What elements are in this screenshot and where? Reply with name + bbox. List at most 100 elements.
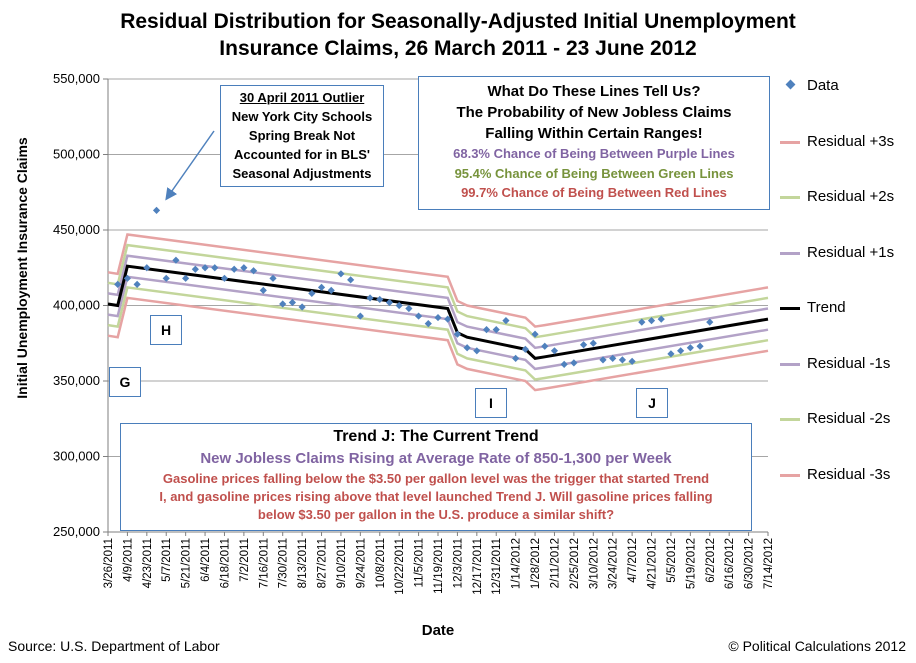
- data-point: [230, 265, 238, 273]
- residual-plus-1s-line: [107, 254, 769, 350]
- x-tick-label: 9/24/2011: [355, 538, 367, 588]
- x-tick-label: 8/27/2011: [317, 538, 329, 588]
- residual-minus-1s-line: [107, 275, 769, 371]
- data-point: [298, 303, 306, 311]
- residual-plus-3s-line: [107, 233, 769, 328]
- data-point: [599, 356, 607, 364]
- data-point: [191, 265, 199, 273]
- data-point: [521, 345, 529, 353]
- trend-heading: Trend J: The Current Trend: [333, 428, 539, 445]
- trend-body-line: I, and gasoline prices rising above that…: [159, 489, 713, 504]
- data-point: [473, 347, 481, 355]
- x-tick-label: 4/7/2012: [627, 538, 639, 583]
- x-tick-label: 6/2/2012: [705, 538, 717, 583]
- x-tick-label: 10/22/2011: [394, 538, 406, 595]
- legend-item-data: Data: [780, 75, 916, 97]
- data-point: [696, 342, 704, 350]
- y-tick-label: 450,000: [53, 222, 100, 237]
- segment-label-h: H: [150, 315, 182, 345]
- data-point: [453, 330, 462, 338]
- data-point: [269, 274, 277, 282]
- x-tick-label: 5/5/2012: [666, 538, 678, 583]
- x-tick-label: 5/21/2011: [181, 538, 193, 588]
- data-point: [376, 295, 384, 304]
- data-point: [317, 283, 326, 291]
- x-tick-label: 12/31/2011: [491, 538, 503, 595]
- x-tick-label: 4/23/2011: [142, 538, 154, 588]
- x-tick-label: 3/10/2012: [588, 538, 600, 589]
- data-point: [638, 318, 646, 326]
- line-swatch-icon: [780, 252, 800, 255]
- data-point: [220, 274, 229, 282]
- data-point: [152, 206, 161, 214]
- x-tick-label: 5/7/2011: [161, 538, 173, 582]
- segment-label-j: J: [636, 388, 668, 418]
- line-swatch-icon: [780, 474, 800, 477]
- legend: Data Residual +3s Residual +2s Residual …: [780, 70, 916, 510]
- data-point: [356, 312, 364, 320]
- data-point: [288, 298, 297, 307]
- data-point: [628, 357, 636, 365]
- x-tick-label: 6/18/2011: [219, 538, 231, 588]
- data-point: [259, 286, 267, 294]
- data-point: [414, 312, 423, 320]
- segment-label-g: G: [109, 367, 141, 397]
- y-axis-label: Initial Unemployment Insurance Claims: [14, 137, 30, 399]
- trend-subheading: New Jobless Claims Rising at Average Rat…: [200, 450, 672, 467]
- data-point: [677, 347, 685, 355]
- data-point: [279, 300, 287, 308]
- x-tick-label: 1/14/2012: [511, 538, 523, 589]
- outlier-callout: 30 April 2011 Outlier New York City Scho…: [220, 85, 384, 187]
- data-point: [531, 330, 539, 338]
- data-point: [201, 264, 209, 272]
- data-point: [172, 256, 180, 264]
- x-tick-label: 6/4/2011: [200, 538, 212, 582]
- legend-label: Residual -3s: [807, 466, 891, 483]
- data-points: [114, 206, 714, 368]
- trend-j-callout: Trend J: The Current Trend New Jobless C…: [120, 423, 752, 531]
- outlier-line: Spring Break Not: [248, 128, 356, 143]
- data-point: [182, 274, 190, 282]
- lines-explanation-callout: What Do These Lines Tell Us? The Probabi…: [418, 76, 770, 210]
- x-tick-label: 11/19/2011: [433, 538, 445, 594]
- legend-item-residual-minus-1s: Residual -1s: [780, 353, 916, 375]
- outlier-line: New York City Schools: [231, 109, 373, 124]
- data-point: [327, 286, 335, 294]
- outlier-arrow: [165, 130, 215, 201]
- lines-green-note: 95.4% Chance of Being Between Green Line…: [454, 165, 734, 181]
- lines-heading-3: Falling Within Certain Ranges!: [485, 125, 703, 142]
- x-tick-label: 7/2/2011: [239, 538, 251, 582]
- chart-title-line2: Insurance Claims, 26 March 2011 - 23 Jun…: [219, 37, 697, 60]
- y-tick-label: 500,000: [53, 147, 100, 162]
- data-point: [211, 264, 219, 272]
- legend-label: Residual +2s: [807, 188, 895, 205]
- legend-item-residual-plus-1s: Residual +1s: [780, 242, 916, 264]
- data-point: [579, 341, 588, 349]
- legend-label: Trend: [807, 299, 846, 316]
- x-tick-label: 6/16/2012: [724, 538, 736, 589]
- data-point: [366, 294, 374, 302]
- x-tick-labels: 3/26/2011 4/9/2011 4/23/2011 5/7/2011 5/21/2…: [103, 538, 775, 595]
- x-tick-label: 2/25/2012: [569, 538, 581, 589]
- legend-item-residual-minus-2s: Residual -2s: [780, 408, 916, 430]
- data-point: [560, 360, 568, 368]
- data-point: [686, 344, 694, 352]
- x-tick-label: 7/14/2012: [763, 538, 775, 589]
- lines-heading-2: The Probability of New Jobless Claims: [456, 104, 732, 121]
- outlier-line: Seasonal Adjustments: [232, 166, 372, 181]
- line-swatch-icon: [780, 141, 800, 144]
- legend-item-residual-plus-3s: Residual +3s: [780, 131, 916, 153]
- legend-label: Residual +1s: [807, 244, 895, 261]
- x-tick-label: 12/3/2011: [452, 538, 464, 588]
- data-point: [308, 289, 316, 298]
- data-point: [502, 317, 510, 325]
- data-point: [114, 280, 122, 288]
- x-tick-label: 12/17/2011: [472, 538, 484, 595]
- data-point: [444, 315, 452, 323]
- x-tick-label: 5/19/2012: [685, 538, 697, 589]
- line-swatch-icon: [780, 307, 800, 310]
- data-point: [385, 298, 394, 307]
- x-tick-label: 7/30/2011: [278, 538, 290, 588]
- data-point: [133, 280, 141, 288]
- x-tick-label: 7/16/2011: [258, 538, 270, 588]
